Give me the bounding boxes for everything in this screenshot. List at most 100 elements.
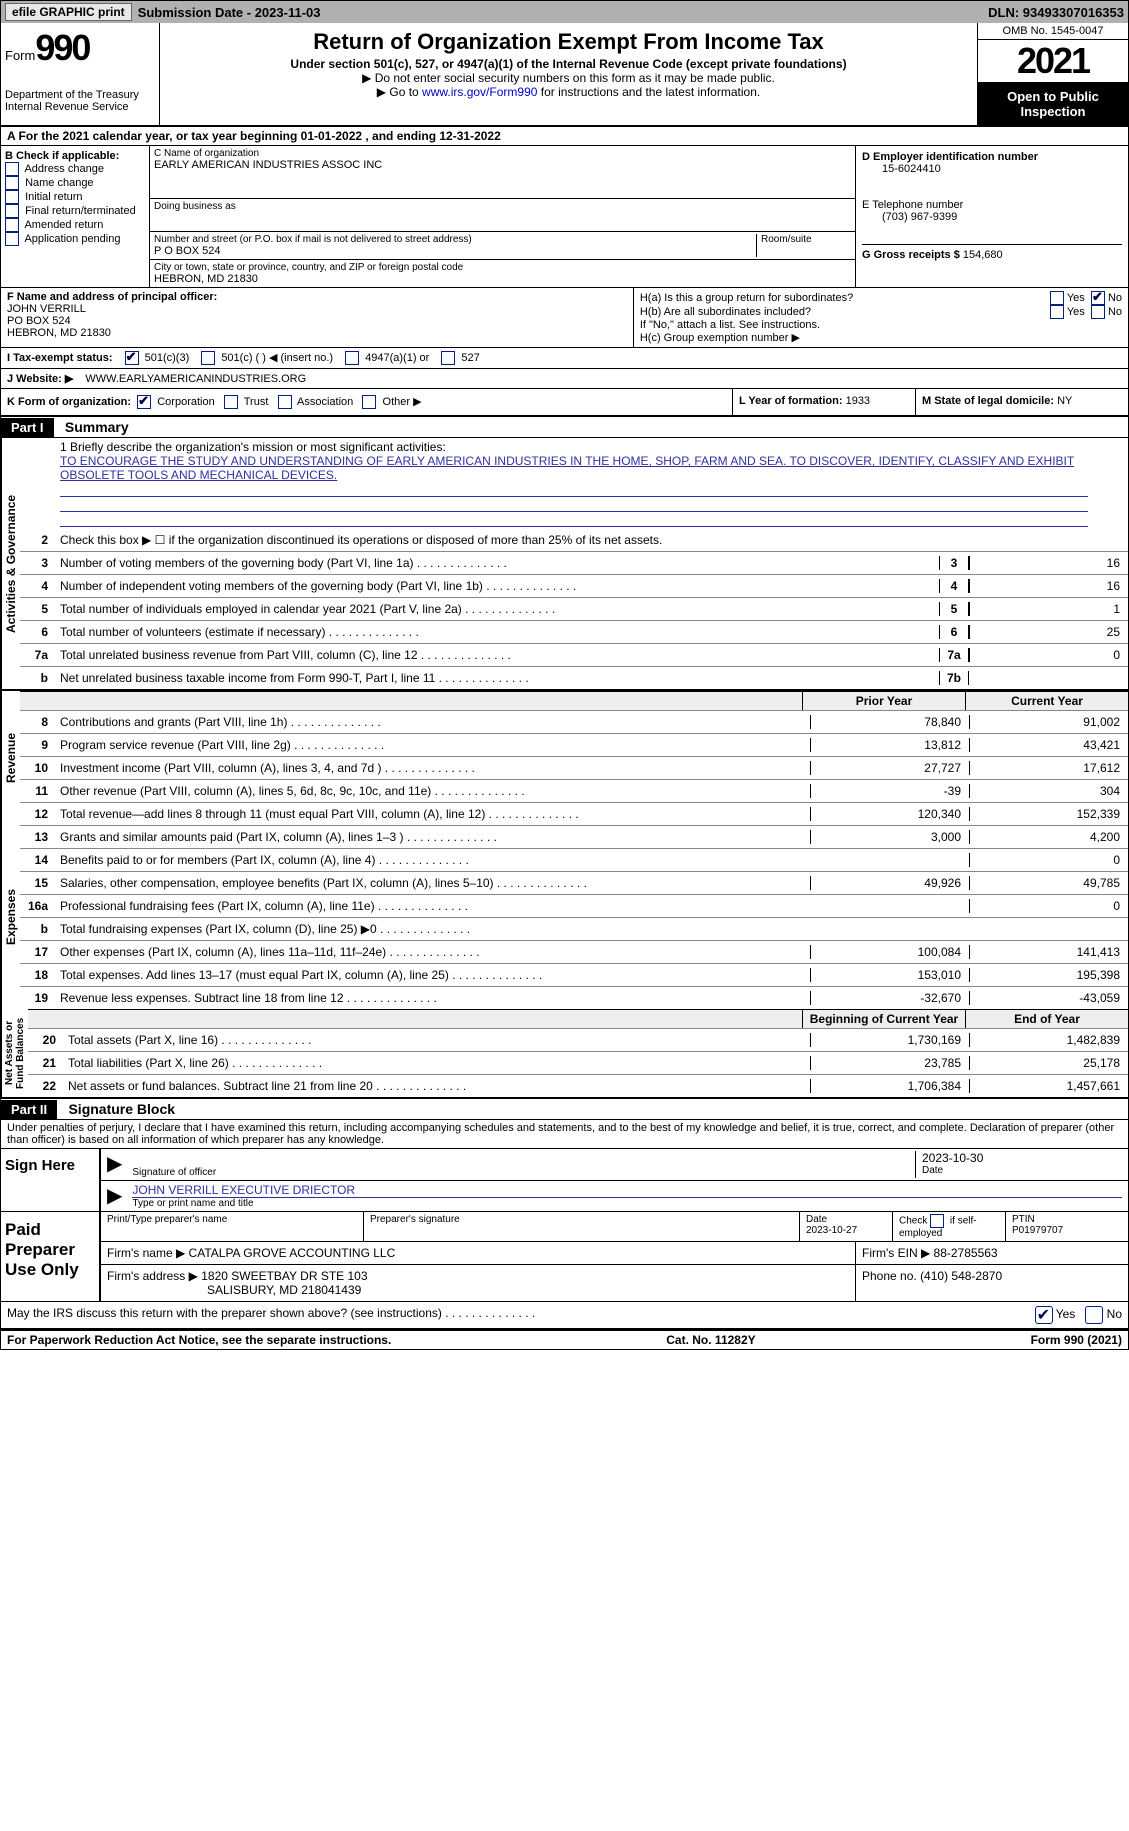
m-label: M State of legal domicile: [922,395,1054,407]
fin-desc: Total assets (Part X, line 16) [64,1031,810,1049]
fin-prior: 120,340 [810,807,969,821]
fin-desc: Program service revenue (Part VIII, line… [56,736,810,754]
hdr-begin: Beginning of Current Year [802,1010,965,1028]
form-header: Form990 Department of the Treasury Inter… [1,23,1128,127]
i-4947-checkbox[interactable] [345,351,359,365]
summary-val: 16 [969,579,1128,593]
goto-pre: ▶ Go to [377,85,422,99]
fin-prior: 153,010 [810,968,969,982]
firm-name: CATALPA GROVE ACCOUNTING LLC [189,1246,396,1260]
i-o4: 527 [461,352,479,364]
sign-here-label: Sign Here [1,1149,101,1211]
box-b-checkbox[interactable] [5,190,19,204]
line-2: Check this box ▶ ☐ if the organization d… [56,531,1128,549]
firm-addr-lbl: Firm's address ▶ [107,1269,198,1283]
box-b-checkbox[interactable] [5,162,19,176]
fin-desc: Salaries, other compensation, employee b… [56,874,810,892]
may-irs-no-checkbox[interactable] [1085,1306,1103,1324]
mission-text: TO ENCOURAGE THE STUDY AND UNDERSTANDING… [60,454,1088,482]
omb-no: OMB No. 1545-0047 [978,23,1128,40]
printed-name-label: Type or print name and title [132,1198,1122,1209]
arrow-icon: ▶ [107,1151,122,1178]
part-2-badge: Part II [1,1100,57,1119]
paid-preparer-label: Paid Preparer Use Only [1,1212,101,1301]
fin-desc: Total expenses. Add lines 13–17 (must eq… [56,966,810,984]
state-domicile: NY [1057,395,1072,407]
summary-desc: Total number of volunteers (estimate if … [56,623,939,641]
k-trust-checkbox[interactable] [224,395,238,409]
fin-current: 141,413 [969,945,1128,959]
org-addr: P O BOX 524 [154,245,752,257]
hb-yes-checkbox[interactable] [1050,305,1064,319]
box-b-checkbox[interactable] [5,204,19,218]
fin-prior: 13,812 [810,738,969,752]
fin-desc: Other expenses (Part IX, column (A), lin… [56,943,810,961]
label-addr: Number and street (or P.O. box if mail i… [154,234,752,245]
hb-no-checkbox[interactable] [1091,305,1105,319]
form-990: efile GRAPHIC print Submission Date - 20… [0,0,1129,1350]
j-label: J Website: ▶ [7,372,73,385]
firm-ein: 88-2785563 [934,1246,998,1260]
officer-name: JOHN VERRILL [7,303,627,315]
no-text: No [1108,292,1122,304]
label-phone: E Telephone number [862,199,1122,211]
box-b-option: Address change [24,163,104,175]
fin-prior: 1,730,169 [810,1033,969,1047]
dept-text: Department of the Treasury Internal Reve… [5,89,155,113]
section-bcd: B Check if applicable: Address change Na… [1,146,1128,288]
summary-val: 25 [969,625,1128,639]
i-label: I Tax-exempt status: [7,352,113,364]
sign-date-label: Date [922,1165,1122,1176]
sig-officer-label: Signature of officer [132,1167,915,1178]
efile-print-button[interactable]: efile GRAPHIC print [5,3,132,21]
vlabel-netassets: Net Assets or Fund Balances [1,1009,28,1097]
ha-yes-checkbox[interactable] [1050,291,1064,305]
may-irs-text: May the IRS discuss this return with the… [7,1306,442,1320]
submission-date: Submission Date - 2023-11-03 [138,5,321,20]
i-501c3-checkbox[interactable] [125,351,139,365]
fin-current: 25,178 [969,1056,1128,1070]
part-2-title: Signature Block [60,1099,183,1119]
ha-no-checkbox[interactable] [1091,291,1105,305]
i-527-checkbox[interactable] [441,351,455,365]
mission-lead: 1 Briefly describe the organization's mi… [60,440,1088,454]
k-corp-checkbox[interactable] [137,395,151,409]
fin-current: -43,059 [969,991,1128,1005]
box-b-checkbox[interactable] [5,176,19,190]
fin-desc: Benefits paid to or for members (Part IX… [56,851,810,869]
hb-label: H(b) Are all subordinates included? [640,306,1050,318]
line-j: J Website: ▶ WWW.EARLYAMERICANINDUSTRIES… [1,369,1128,389]
ha-label: H(a) Is this a group return for subordin… [640,292,1050,304]
summary-desc: Total number of individuals employed in … [56,600,939,618]
i-o1: 501(c)(3) [145,352,190,364]
box-b-checkbox[interactable] [5,218,19,232]
ein: 15-6024410 [862,163,1122,175]
i-501c-checkbox[interactable] [201,351,215,365]
may-irs-yes-checkbox[interactable] [1035,1306,1053,1324]
fin-desc: Revenue less expenses. Subtract line 18 … [56,989,810,1007]
irs-link[interactable]: www.irs.gov/Form990 [422,85,537,99]
arrow-icon-2: ▶ [107,1183,122,1209]
fin-desc: Contributions and grants (Part VIII, lin… [56,713,810,731]
self-employed-checkbox[interactable] [930,1214,944,1228]
ptin: P01979707 [1012,1225,1122,1236]
box-b-option: Initial return [25,191,82,203]
fin-prior: -32,670 [810,991,969,1005]
finance-table: Revenue Prior Year Current Year 8Contrib… [1,691,1128,825]
fin-desc: Investment income (Part VIII, column (A)… [56,759,810,777]
fin-prior: 49,926 [810,876,969,890]
footer-left: For Paperwork Reduction Act Notice, see … [7,1333,391,1347]
fin-current: 304 [969,784,1128,798]
box-b-checkbox[interactable] [5,232,19,246]
summary-val: 16 [969,556,1128,570]
k-other-checkbox[interactable] [362,395,376,409]
k-assoc-checkbox[interactable] [278,395,292,409]
firm-name-lbl: Firm's name ▶ [107,1246,185,1260]
summary-table: Activities & Governance 1 Briefly descri… [1,438,1128,691]
officer-addr1: PO BOX 524 [7,315,627,327]
prep-date: 2023-10-27 [806,1225,886,1236]
subtitle-1: Under section 501(c), 527, or 4947(a)(1)… [168,57,969,71]
vlabel-expenses: Expenses [1,825,20,1009]
label-city: City or town, state or province, country… [154,262,851,273]
prep-h1: Print/Type preparer's name [101,1212,364,1241]
